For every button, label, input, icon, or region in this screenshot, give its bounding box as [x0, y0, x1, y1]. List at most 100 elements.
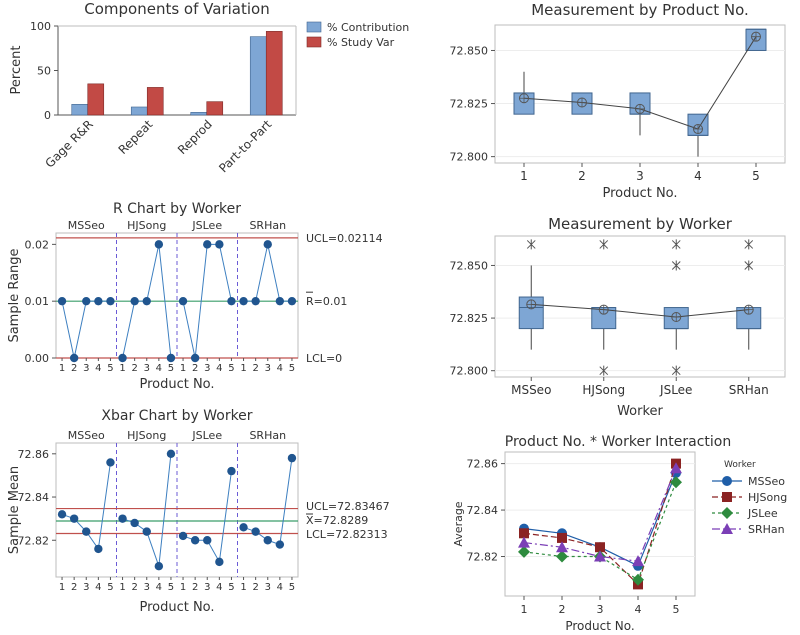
rchart-point: [69, 353, 79, 363]
rchart-point: [287, 296, 297, 306]
rchart-series-line: [61, 300, 111, 359]
byworker-ytick-label: 72.850: [450, 259, 489, 272]
rchart-point: [203, 240, 212, 249]
interaction-ylabel: Average: [452, 501, 465, 546]
interaction-xtick-label: 4: [635, 603, 642, 616]
interaction-series-line-jslee: [523, 481, 677, 581]
rchart-point: [190, 353, 200, 363]
byproduct-ytick-label: 72.850: [450, 44, 489, 57]
components-bar-contribution: [71, 104, 89, 116]
xbar-point: [106, 458, 115, 467]
xbar-point: [251, 527, 260, 536]
rchart-ytick-label: 0.01: [25, 295, 50, 308]
xbar-xtick-label: 2: [192, 582, 198, 593]
rchart-xtick-label: 1: [59, 363, 65, 374]
xbar-group-label: SRHan: [249, 429, 286, 442]
rchart-group-label: MSSeo: [68, 219, 105, 232]
byworker-category-label: HJSong: [582, 383, 625, 397]
components-bar-contribution: [190, 112, 208, 116]
byworker-outlier-marker: [671, 365, 681, 376]
xbar-point: [190, 536, 200, 545]
interaction-xlabel: Product No.: [565, 619, 634, 633]
rchart-xlabel: Product No.: [139, 377, 214, 392]
rchart-group-label: SRHan: [249, 219, 286, 232]
rchart-xtick-label: 5: [168, 363, 174, 374]
components-category-label: Repeat: [116, 117, 156, 157]
byworker-ytick-label: 72.825: [450, 312, 489, 325]
xbar-xtick-label: 3: [265, 582, 271, 593]
rchart-point: [57, 296, 67, 306]
xbar-ylabel: Sample Mean: [7, 466, 22, 554]
rchart-point: [82, 296, 91, 306]
byproduct-xlabel: Product No.: [602, 186, 677, 201]
xbar-point: [203, 536, 212, 545]
interaction-point-srhan: [594, 550, 606, 562]
xbar-series-line: [243, 458, 293, 546]
rchart-point: [215, 240, 224, 249]
rchart-point: [154, 240, 164, 249]
rchart-point: [130, 296, 139, 306]
xbar-point: [166, 449, 176, 459]
rchart-title: R Chart by Worker: [113, 201, 241, 217]
rchart-point: [94, 296, 103, 306]
byworker-plot-frame: [494, 235, 786, 378]
interaction-xtick-label: 2: [559, 603, 566, 616]
rchart-xtick-label: 5: [289, 363, 295, 374]
interaction-legend-label: SRHan: [748, 523, 785, 536]
byworker-outlier-marker: [671, 260, 681, 271]
rchart-series-line: [243, 244, 292, 302]
byproduct-mean-cross: [577, 97, 587, 107]
rchart-xtick-label: 2: [252, 363, 258, 374]
byworker-outlier-marker: [599, 239, 609, 250]
rchart-center-label: R=0.01: [306, 295, 347, 308]
byworker-outlier-marker: [599, 365, 609, 376]
interaction-legend-marker: [722, 492, 732, 502]
rchart-xtick-label: 4: [277, 363, 283, 374]
byworker-category-label: JSLee: [659, 383, 692, 397]
components-bar-studyvar: [146, 87, 164, 116]
interaction-legend-label: JSLee: [747, 507, 778, 520]
interaction-point-jslee: [518, 545, 530, 558]
interaction-point-jslee: [670, 476, 682, 489]
interaction-point-srhan: [670, 462, 682, 474]
xbar-ucl-label: UCL=72.83467: [306, 500, 390, 513]
components-legend-swatch: [306, 21, 322, 33]
byproduct-category-label: 5: [752, 169, 760, 183]
xbar-xtick-label: 3: [83, 582, 89, 593]
rchart-group-label: JSLee: [191, 219, 222, 232]
rchart-xtick-label: 4: [95, 363, 101, 374]
rchart-xtick-label: 1: [240, 363, 246, 374]
interaction-point-srhan: [556, 541, 568, 553]
components-bar-contribution: [130, 106, 148, 116]
interaction-point-srhan: [632, 555, 644, 567]
xbar-series-line: [122, 453, 172, 567]
rchart-xtick-label: 3: [144, 363, 150, 374]
interaction-legend-marker: [721, 523, 733, 534]
rchart-ylabel: Sample Range: [7, 248, 22, 342]
xbar-xtick-label: 4: [277, 582, 283, 593]
rchart-xtick-label: 2: [131, 363, 137, 374]
interaction-plot-frame: [504, 451, 696, 597]
xbar-title: Xbar Chart by Worker: [101, 408, 252, 424]
components-bar-contribution: [249, 36, 267, 116]
xbar-ytick-label: 72.84: [18, 491, 50, 504]
rchart-xtick-label: 2: [71, 363, 77, 374]
rchart-xtick-label: 5: [107, 363, 113, 374]
xbar-point: [142, 527, 151, 536]
interaction-point-jslee: [632, 573, 644, 586]
xbar-xtick-label: 5: [168, 582, 174, 593]
rchart-point: [263, 240, 272, 249]
components-bar-studyvar: [265, 31, 283, 116]
rchart-point: [166, 353, 176, 363]
xbar-center-label: X=72.8289: [306, 514, 368, 527]
interaction-legend-label: HJSong: [748, 491, 787, 504]
components-category-label: Gage R&R: [42, 117, 95, 170]
byproduct-category-label: 1: [520, 169, 528, 183]
interaction-legend-marker: [722, 476, 732, 486]
rchart-ytick-label: 0.02: [25, 238, 50, 251]
interaction-point-hjsong: [519, 528, 529, 539]
xbar-series-line: [182, 471, 232, 564]
rchart-point: [239, 296, 248, 306]
xbar-point: [57, 510, 67, 519]
